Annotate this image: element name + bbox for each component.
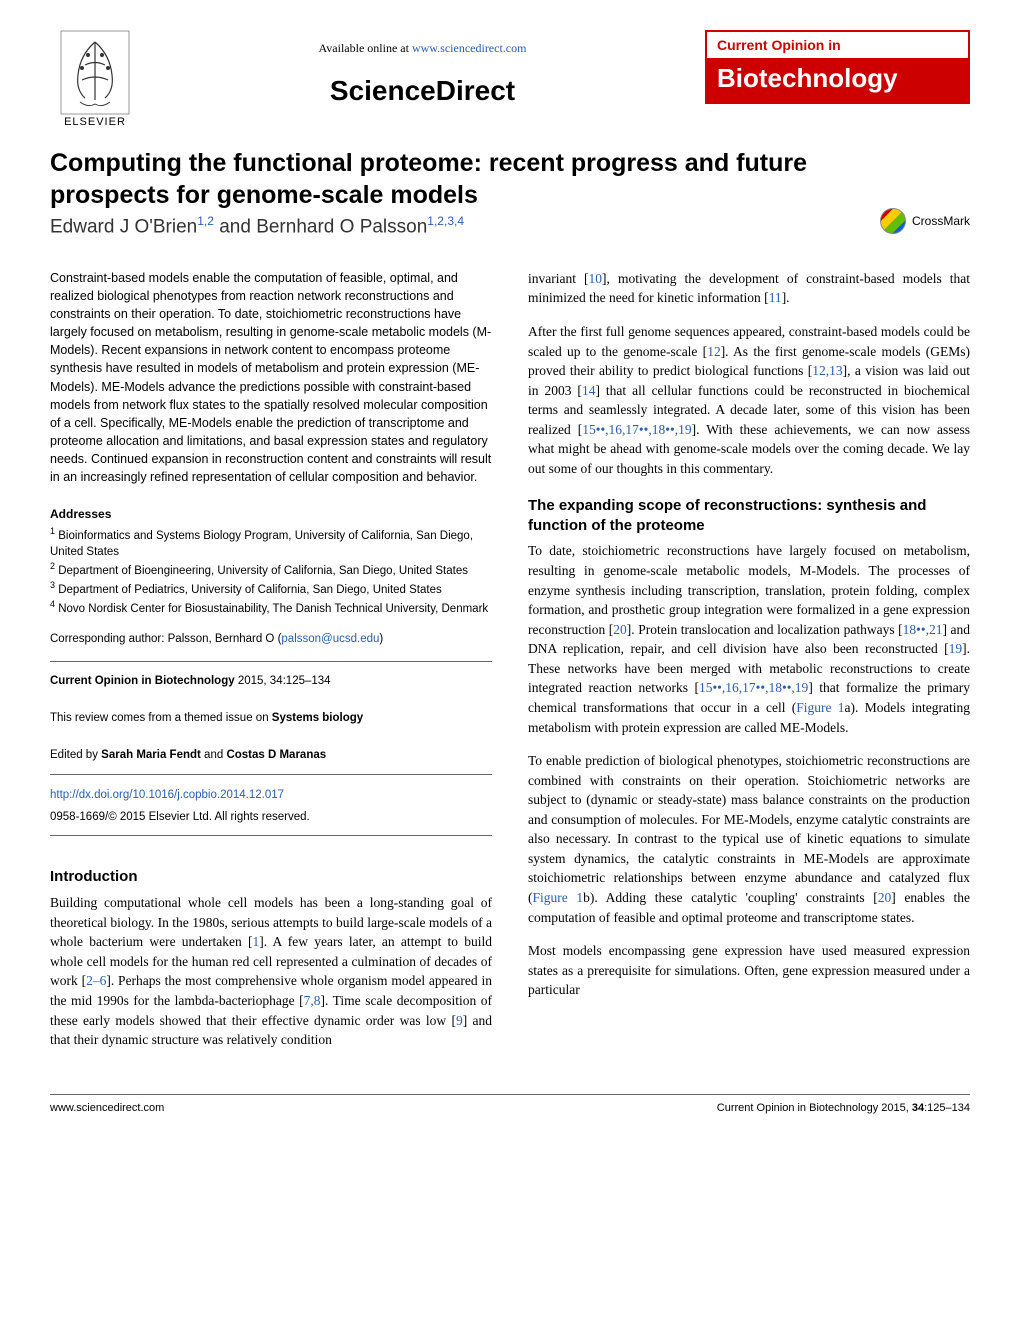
- two-column-body: Constraint-based models enable the compu…: [50, 269, 970, 1064]
- author-2: and Bernhard O Palsson: [214, 216, 427, 237]
- elsevier-logo: ELSEVIER: [50, 30, 140, 130]
- sciencedirect-logo: ScienceDirect: [140, 71, 705, 110]
- article-title: Computing the functional proteome: recen…: [50, 148, 860, 211]
- address-2: Department of Bioengineering, University…: [58, 565, 468, 577]
- journal-name: Current Opinion in Biotechnology: [50, 675, 235, 687]
- ref-link[interactable]: 20: [878, 890, 892, 905]
- figure-ref[interactable]: Figure 1: [796, 700, 844, 715]
- ref-link[interactable]: 19: [949, 641, 963, 656]
- text: invariant [: [528, 271, 589, 286]
- ref-link[interactable]: 12,13: [812, 363, 842, 378]
- ref-link[interactable]: 14: [582, 383, 596, 398]
- citation-block: Current Opinion in Biotechnology 2015, 3…: [50, 672, 492, 764]
- available-online-label: Available online at: [319, 41, 409, 55]
- text: To enable prediction of biological pheno…: [528, 753, 970, 905]
- footer-journal: Current Opinion in Biotechnology: [717, 1102, 878, 1114]
- footer-year: 2015,: [878, 1102, 912, 1114]
- header-center: Available online at www.sciencedirect.co…: [140, 30, 705, 110]
- author-2-affil: 1,2,3,4: [427, 214, 464, 228]
- address-3: Department of Pediatrics, University of …: [58, 584, 442, 596]
- scope-paragraph-3: Most models encompassing gene expression…: [528, 941, 970, 1000]
- citation-details: 2015, 34:125–134: [235, 675, 331, 687]
- edited-by-label: Edited by: [50, 749, 101, 761]
- scope-paragraph-2: To enable prediction of biological pheno…: [528, 751, 970, 927]
- crossmark-icon: [880, 208, 906, 234]
- ref-link[interactable]: 15••,16,17••,18••,19: [582, 422, 691, 437]
- editors-and: and: [201, 749, 227, 761]
- journal-banner-top: Current Opinion in: [707, 32, 968, 58]
- introduction-heading: Introduction: [50, 866, 492, 887]
- ref-link[interactable]: 15••,16,17••,18••,19: [699, 680, 808, 695]
- crossmark-label: CrossMark: [912, 213, 970, 230]
- abstract: Constraint-based models enable the compu…: [50, 269, 492, 487]
- footer-right: Current Opinion in Biotechnology 2015, 3…: [717, 1101, 970, 1116]
- ref-link[interactable]: 2–6: [86, 973, 106, 988]
- corresponding-author: Corresponding author: Palsson, Bernhard …: [50, 631, 492, 647]
- elsevier-tree-icon: [60, 30, 130, 115]
- divider: [50, 774, 492, 775]
- copyright: 0958-1669/© 2015 Elsevier Ltd. All right…: [50, 809, 492, 825]
- ref-link[interactable]: 11: [769, 290, 782, 305]
- editor-2: Costas D Maranas: [226, 749, 326, 761]
- footer-left: www.sciencedirect.com: [50, 1101, 164, 1116]
- editor-1: Sarah Maria Fendt: [101, 749, 201, 761]
- sciencedirect-url[interactable]: www.sciencedirect.com: [412, 41, 527, 55]
- journal-banner-bottom: Biotechnology: [707, 58, 968, 102]
- divider: [50, 661, 492, 662]
- crossmark-badge[interactable]: CrossMark: [880, 208, 970, 234]
- themed-label: This review comes from a themed issue on: [50, 712, 272, 724]
- figure-ref[interactable]: Figure 1: [533, 890, 584, 905]
- corresponding-email[interactable]: palsson@ucsd.edu: [281, 633, 379, 645]
- article-authors: Edward J O'Brien1,2 and Bernhard O Palss…: [50, 213, 860, 241]
- author-1: Edward J O'Brien: [50, 216, 197, 237]
- text: b). Adding these catalytic 'coupling' co…: [583, 890, 878, 905]
- left-column: Constraint-based models enable the compu…: [50, 269, 492, 1064]
- author-1-affil: 1,2: [197, 214, 214, 228]
- page-header: ELSEVIER Available online at www.science…: [50, 30, 970, 130]
- right-column: invariant [10], motivating the developme…: [528, 269, 970, 1064]
- intro-paragraph-1: Building computational whole cell models…: [50, 893, 492, 1050]
- text: ]. Protein translocation and localizatio…: [627, 622, 903, 637]
- ref-link[interactable]: 10: [589, 271, 603, 286]
- title-row: Computing the functional proteome: recen…: [50, 148, 970, 240]
- scope-heading: The expanding scope of reconstructions: …: [528, 496, 970, 535]
- scope-paragraph-1: To date, stoichiometric reconstructions …: [528, 541, 970, 737]
- footer-pages: :125–134: [924, 1102, 970, 1114]
- text: ].: [782, 290, 790, 305]
- corresponding-label: Corresponding author: Palsson, Bernhard …: [50, 633, 281, 645]
- page-footer: www.sciencedirect.com Current Opinion in…: [50, 1094, 970, 1116]
- addresses-heading: Addresses: [50, 506, 492, 523]
- ref-link[interactable]: 12: [707, 344, 721, 359]
- doi-link[interactable]: http://dx.doi.org/10.1016/j.copbio.2014.…: [50, 789, 284, 801]
- divider: [50, 835, 492, 836]
- journal-banner: Current Opinion in Biotechnology: [705, 30, 970, 104]
- ref-link[interactable]: 20: [613, 622, 627, 637]
- address-1: Bioinformatics and Systems Biology Progr…: [50, 530, 473, 558]
- available-online-text: Available online at www.sciencedirect.co…: [140, 40, 705, 57]
- ref-link[interactable]: 9: [456, 1013, 463, 1028]
- themed-topic: Systems biology: [272, 712, 363, 724]
- right-paragraph-2: After the first full genome sequences ap…: [528, 322, 970, 479]
- corresponding-close: ): [379, 633, 383, 645]
- elsevier-label: ELSEVIER: [64, 115, 126, 130]
- ref-link[interactable]: 7,8: [304, 993, 321, 1008]
- intro-continuation: invariant [10], motivating the developme…: [528, 269, 970, 308]
- footer-volume: 34: [912, 1102, 924, 1114]
- address-4: Novo Nordisk Center for Biosustainabilit…: [58, 603, 488, 615]
- addresses-list: 1 Bioinformatics and Systems Biology Pro…: [50, 525, 492, 617]
- ref-link[interactable]: 18••,21: [903, 622, 943, 637]
